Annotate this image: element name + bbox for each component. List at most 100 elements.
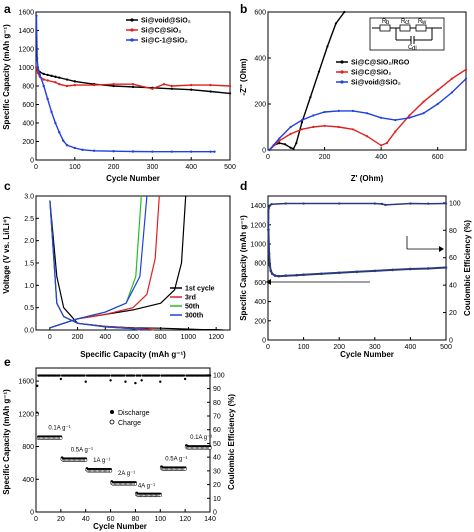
- panel-d-capacity-point-8: [295, 273, 298, 277]
- panel-b-point-2-6: [337, 109, 340, 112]
- inset-rct-label: R: [401, 19, 406, 25]
- panel-a-xtick-label-3: 300: [147, 164, 159, 171]
- panel-a-point-2-2: [36, 66, 40, 69]
- panel-a-xtick-label-4: 400: [185, 164, 197, 171]
- panel-b-point-1-2: [289, 132, 292, 135]
- panel-a-point-2-20: [213, 150, 216, 153]
- panel-c-xlabel: Specific Capacity (mAh g⁻¹): [80, 350, 186, 359]
- panel-d-capacity-line: [267, 229, 447, 278]
- panel-a-series-1: [35, 67, 231, 90]
- panel-d-capacity-point-2: [268, 263, 272, 267]
- panel-e-xtick-label-4: 80: [132, 516, 140, 523]
- panel-a-point-2-4: [42, 84, 45, 88]
- panel-c-charge-0: [49, 195, 187, 329]
- panel-c-ytick-label-0: 0.0: [24, 328, 34, 335]
- panel-a-point-0-7: [58, 76, 61, 79]
- panel-a-ytick-label-1: 200: [22, 139, 34, 146]
- panel-e-xtick-label-7: 140: [204, 516, 216, 523]
- panel-d-ylabel-right: Coulombic Efficiency (%): [463, 220, 472, 316]
- panel-c-label: c: [4, 179, 11, 193]
- panel-d-label: d: [240, 179, 247, 193]
- panel-a-point-0-5: [50, 74, 53, 78]
- panel-d-capacity-point-15: [409, 267, 412, 271]
- panel-a-legend-label-1: Si@C@SiO₂: [141, 28, 182, 35]
- panel-d: Cycle Number Specific Capacity (mAh g⁻¹)…: [239, 195, 472, 359]
- panel-e-charge-6-140: [208, 446, 212, 450]
- panel-a-point-1-8: [73, 83, 77, 87]
- panel-a-point-2-12: [81, 148, 84, 152]
- panel-b-ytick-label-2: 400: [254, 56, 266, 63]
- panel-e-charge-1-40: [84, 458, 88, 462]
- panel-c-ytick-label-2: 1.0: [24, 283, 34, 290]
- panel-a-point-1-4: [46, 79, 49, 82]
- panel-b-ytick-label-0: 0: [262, 148, 266, 155]
- panel-b-legend-marker-0: [340, 60, 344, 64]
- panel-e-charge-0-1: [35, 412, 39, 417]
- panel-b-point-1-11: [394, 130, 397, 133]
- panel-e-ytick-right-label-8: 80: [213, 400, 221, 407]
- panel-e-rate-label-1: 0.5A g⁻¹: [71, 447, 93, 453]
- panel-e-charge-2-60: [108, 469, 113, 473]
- panel-a-point-1-7: [65, 84, 69, 88]
- panel-a-point-1-10: [112, 82, 115, 86]
- panel-c-ytick-label-6: 3.0: [24, 194, 34, 201]
- panel-e-xlabel: Cycle Number: [93, 522, 147, 531]
- panel-e-ytick-right-label-0: 0: [213, 510, 217, 517]
- panel-b-point-0-6: [295, 142, 298, 145]
- panel-a-point-0-3: [42, 72, 45, 76]
- panel-e-ytick-label-2: 800: [22, 444, 34, 451]
- panel-d-xtick-label-1: 100: [298, 344, 310, 351]
- panel-a-ytick-label-8: 1600: [18, 10, 34, 17]
- panel-e-efficiency-59: [108, 374, 111, 377]
- panel-c-xtick-label-1: 200: [72, 334, 84, 341]
- panel-e-ylabel: Specific Capacity (mAh g⁻¹): [2, 389, 11, 495]
- panel-a-point-0-14: [170, 87, 173, 90]
- panel-e-efficiency-140: [208, 374, 212, 377]
- panel-b-point-1-5: [323, 124, 326, 127]
- panel-b-xtick-label-3: 600: [432, 154, 444, 161]
- panel-e-efficiency-84: [139, 374, 142, 377]
- panel-c-xtick-label-5: 1000: [181, 334, 197, 341]
- panel-a-xlabel: Cycle Number: [106, 174, 160, 183]
- legend-charge-label: Charge: [118, 420, 141, 427]
- panel-a-legend-label-0: Si@void@SiO₂: [141, 18, 191, 25]
- panel-b-point-0-9: [317, 70, 321, 73]
- panel-c-xtick-label-4: 800: [155, 334, 167, 341]
- panel-b-point-0-5: [292, 147, 295, 150]
- panel-d-capacity-point-3: [269, 269, 273, 273]
- panel-a-ylabel: Specific Capacity (mAh g⁻¹): [2, 24, 11, 130]
- panel-b-legend-label-2: Si@void@SiO₂: [351, 80, 401, 87]
- panel-e-ytick-right-label-5: 50: [213, 441, 221, 448]
- legend-discharge-marker: [110, 410, 114, 414]
- panel-d-ytick-right-label-1: 20: [449, 310, 457, 317]
- panel-a-point-2-15: [131, 150, 135, 153]
- panel-e-ytick-right-label-10: 100: [213, 372, 225, 379]
- panel-c-discharge-3: [49, 200, 147, 331]
- panel-b-legend-marker-2: [340, 80, 344, 84]
- panel-b-point-2-11: [408, 116, 411, 119]
- panel-a-ytick-label-6: 1200: [18, 47, 34, 54]
- panel-e-efficiency-60: [109, 379, 112, 382]
- panel-a-point-2-17: [170, 150, 173, 153]
- panel-b-point-1-4: [312, 125, 315, 129]
- panel-d-capacity-point-11: [337, 271, 341, 275]
- panel-e-efficiency-119: [182, 374, 186, 377]
- panel-b-point-2-15: [464, 77, 468, 80]
- panel-a-point-2-8: [58, 131, 61, 134]
- panel-c-legend-label-2: 50th: [185, 304, 199, 311]
- panel-b-legend-label-0: Si@C@SiO₂/RGO: [351, 60, 410, 67]
- panel-e-efficiency-40: [84, 380, 87, 383]
- panel-e-efficiency-120: [183, 377, 187, 381]
- panel-b-point-1-7: [351, 128, 354, 131]
- panel-b-point-1-1: [278, 139, 281, 142]
- panel-a-point-1-5: [54, 81, 57, 84]
- panel-c-ytick-label-4: 2.0: [24, 238, 34, 245]
- panel-a-point-1-15: [190, 83, 193, 87]
- panel-d-efficiency-point-9: [384, 203, 387, 207]
- panel-b-legend-label-1: Si@C@SiO₂: [351, 70, 392, 77]
- panel-d-efficiency-point-1: [267, 207, 270, 210]
- panel-a-label: a: [4, 2, 11, 16]
- panel-e-xtick-label-2: 40: [82, 516, 90, 523]
- panel-a-point-1-14: [170, 84, 173, 88]
- panel-c-ytick-label-3: 1.5: [24, 261, 34, 268]
